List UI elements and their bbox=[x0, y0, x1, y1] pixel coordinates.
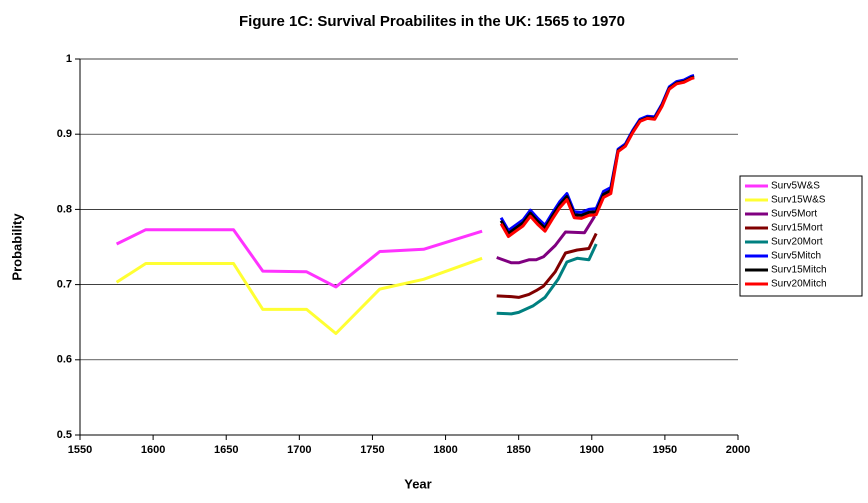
legend-label: Surv5Mitch bbox=[771, 251, 821, 262]
y-tick-label: 1 bbox=[66, 53, 72, 65]
legend-box bbox=[739, 175, 863, 297]
legend-label: Surv20Mitch bbox=[771, 279, 827, 290]
legend-label: Surv15Mitch bbox=[771, 265, 827, 276]
x-axis-label: Year bbox=[404, 476, 431, 491]
x-tick-label: 1850 bbox=[506, 444, 530, 456]
legend-label: Surv5Mort bbox=[771, 209, 817, 220]
x-tick-label: 1750 bbox=[360, 444, 384, 456]
x-tick-label: 1800 bbox=[433, 444, 457, 456]
y-tick-label: 0.6 bbox=[57, 354, 72, 366]
chart-title: Figure 1C: Survival Proabilites in the U… bbox=[239, 13, 625, 30]
y-axis-label: Probability bbox=[9, 213, 24, 281]
x-tick-label: 2000 bbox=[726, 444, 750, 456]
x-tick-label: 1950 bbox=[653, 444, 677, 456]
x-tick-label: 1600 bbox=[141, 444, 165, 456]
series-line bbox=[496, 215, 596, 265]
legend-label: Surv20Mort bbox=[771, 237, 823, 248]
x-tick-label: 1700 bbox=[287, 444, 311, 456]
y-tick-label: 0.7 bbox=[57, 279, 72, 291]
x-tick-label: 1550 bbox=[68, 444, 92, 456]
series-line bbox=[496, 232, 598, 299]
series-line bbox=[115, 256, 483, 335]
y-tick-label: 0.9 bbox=[57, 128, 72, 140]
y-tick-label: 0.8 bbox=[57, 203, 72, 215]
x-tick-label: 1900 bbox=[580, 444, 604, 456]
series-line bbox=[115, 228, 483, 289]
legend-label: Surv15W&S bbox=[771, 195, 826, 206]
legend-label: Surv5W&S bbox=[771, 181, 820, 192]
x-tick-label: 1650 bbox=[214, 444, 238, 456]
series-line bbox=[499, 76, 695, 238]
series-line bbox=[496, 243, 598, 316]
y-tick-label: 0.5 bbox=[57, 429, 72, 441]
legend-label: Surv15Mort bbox=[771, 223, 823, 234]
